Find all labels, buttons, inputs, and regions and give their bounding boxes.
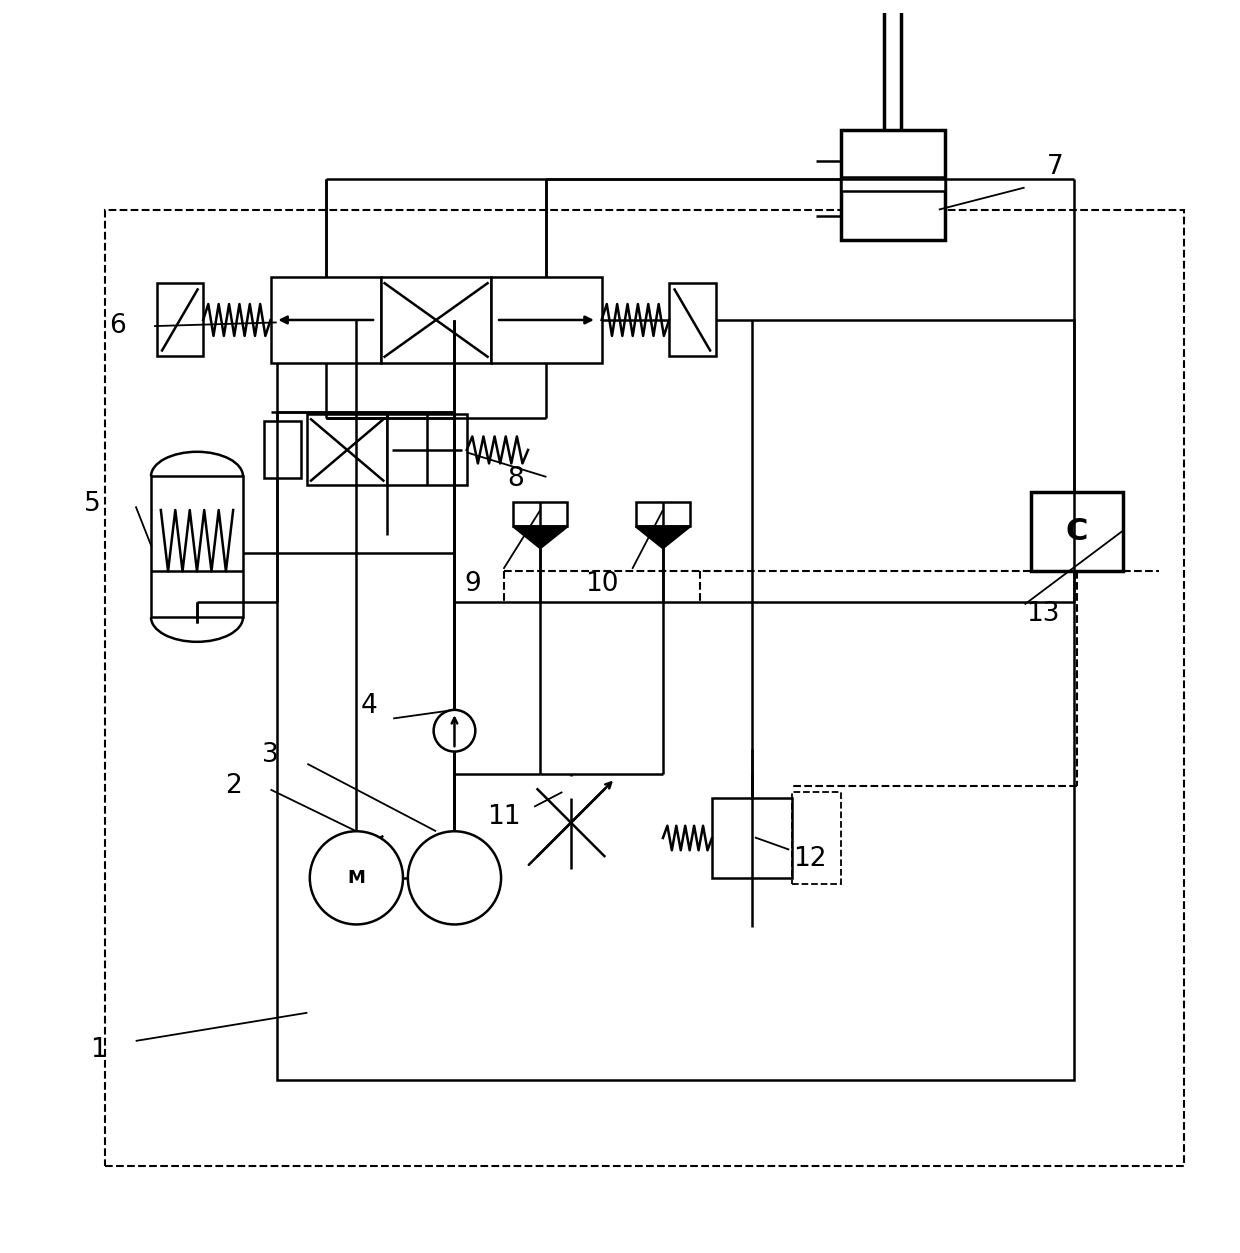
Bar [670,283,715,356]
Text: C: C [1065,517,1087,546]
Bar [841,178,945,190]
Circle shape [310,831,403,925]
Bar [308,415,387,485]
Polygon shape [636,526,689,548]
Text: 2: 2 [226,773,242,799]
Circle shape [434,710,475,752]
Bar [264,421,301,479]
Text: 5: 5 [84,491,102,517]
Text: 3: 3 [262,742,279,768]
Text: 8: 8 [507,466,525,492]
Bar [105,209,1184,1167]
Bar [277,320,1074,1080]
Text: 6: 6 [109,313,125,340]
Text: 1: 1 [91,1036,108,1063]
Text: M: M [347,868,366,887]
Text: 11: 11 [487,803,521,829]
Text: 13: 13 [1027,601,1060,628]
Text: 12: 12 [794,847,827,872]
Bar [791,792,841,883]
Text: 7: 7 [1047,154,1064,179]
Bar [1030,491,1122,571]
Bar [513,502,567,526]
Bar [151,476,243,618]
Bar [712,798,791,878]
Bar [636,502,689,526]
Bar [491,277,601,363]
Bar [387,415,466,485]
Bar [270,277,381,363]
Polygon shape [513,526,567,548]
Bar [841,130,945,241]
Text: 9: 9 [465,570,481,596]
Text: 4: 4 [361,693,377,719]
Bar [156,283,203,356]
Text: 10: 10 [585,570,619,596]
Circle shape [408,831,501,925]
Bar [381,277,491,363]
